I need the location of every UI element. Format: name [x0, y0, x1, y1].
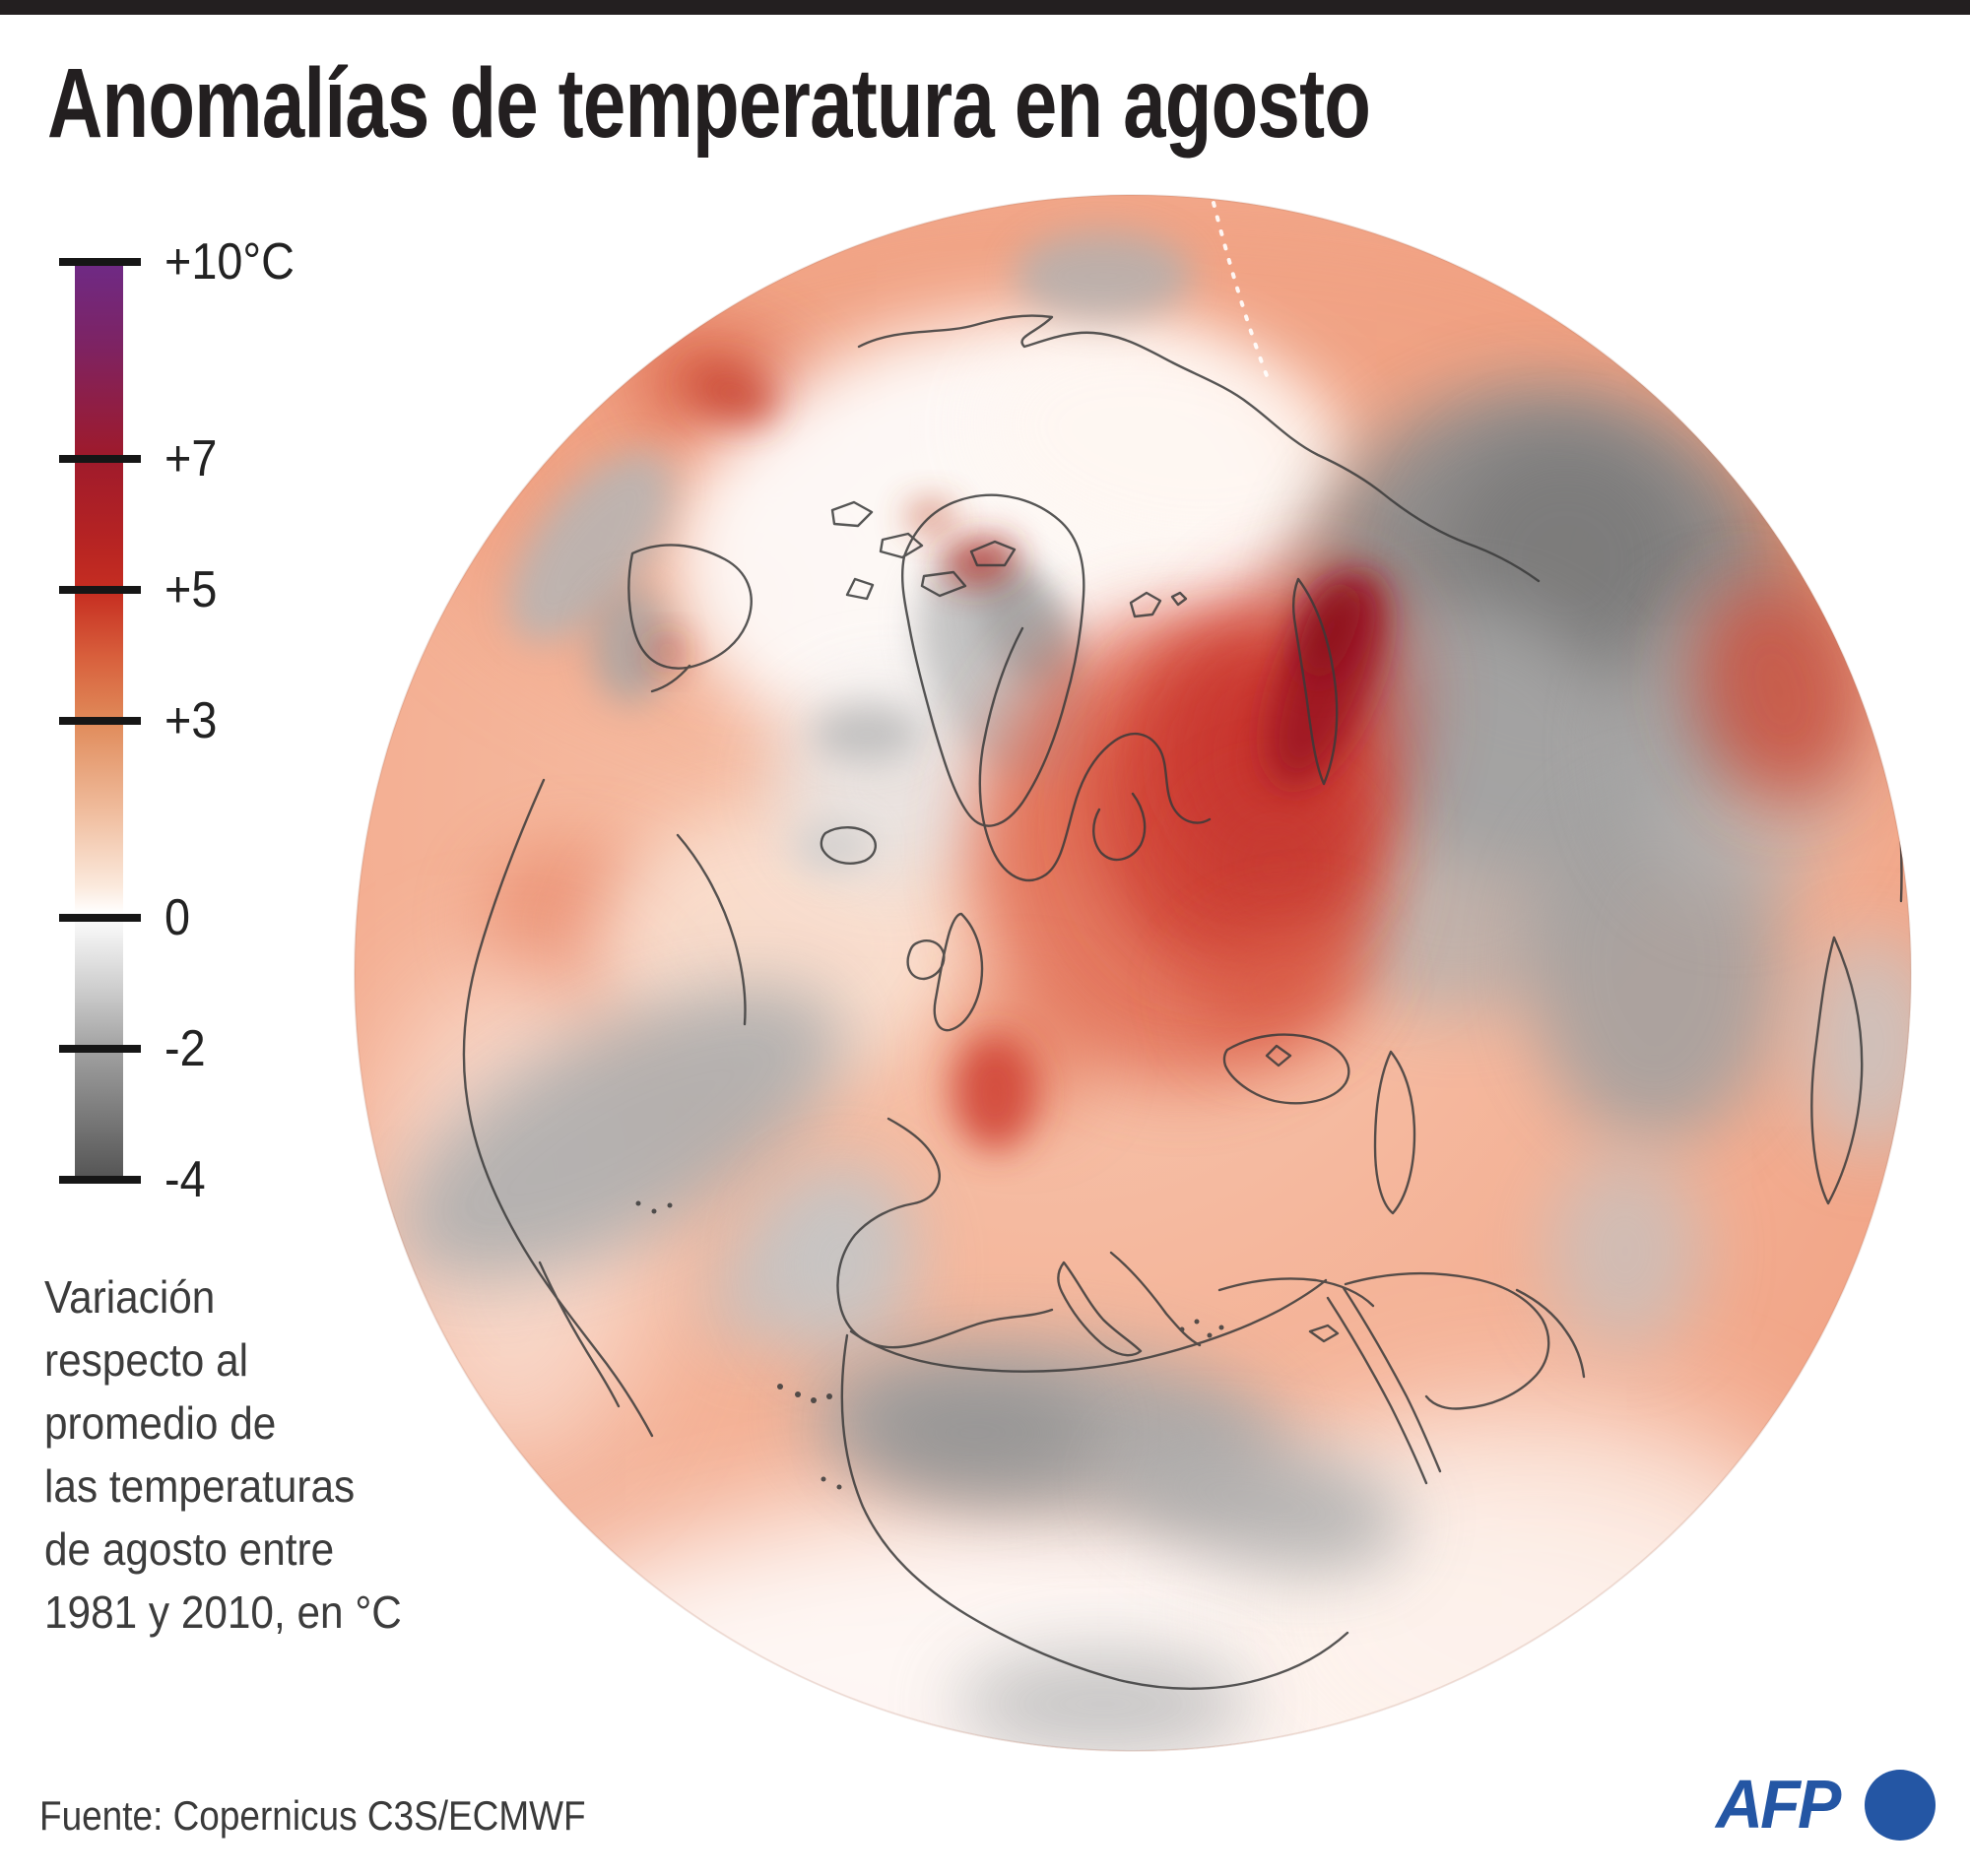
island-dots — [635, 1200, 1224, 1490]
legend-tick-label: +7 — [164, 429, 218, 487]
arabia-coast — [1344, 1272, 1586, 1410]
italy — [1057, 1261, 1143, 1357]
arctic-russia-coast — [857, 314, 1541, 583]
novaya-zemlya — [1292, 577, 1339, 786]
globe-rim — [354, 194, 1912, 1752]
caspian-sea — [1373, 1050, 1416, 1215]
scandinavia-coast — [978, 626, 1212, 881]
legend-tick-line — [59, 717, 141, 725]
legend-tick-label: 0 — [164, 888, 191, 946]
legend-tick-label: +5 — [164, 560, 218, 618]
legend-tick-label: -4 — [164, 1151, 206, 1208]
top-bar — [0, 0, 1970, 15]
legend-tick-label: -2 — [164, 1019, 206, 1077]
page-title: Anomalías de temperatura en agosto — [47, 48, 1371, 159]
iceland — [820, 826, 877, 865]
canadian-arctic-islands — [830, 500, 1017, 601]
legend-tick-label: +3 — [164, 692, 218, 749]
india-coast — [1810, 936, 1864, 1205]
africa-west-coast — [840, 1333, 1349, 1690]
legend-tick-line — [59, 585, 141, 594]
greece-turkey-coast — [1109, 1251, 1375, 1347]
legend-tick-line — [59, 1044, 141, 1053]
svalbard — [1129, 591, 1188, 618]
france-iberia-coast — [836, 1117, 1054, 1349]
hot-anomaly-cores — [654, 365, 1865, 1150]
legend-tick-line — [59, 454, 141, 463]
legend-tick-line — [59, 258, 141, 266]
temperature-scale-legend: +10°C +7 +5 +3 0 -2 -4 — [0, 0, 394, 1876]
legend-tick-line — [59, 913, 141, 922]
labrador-coast — [676, 833, 747, 1026]
north-america-west-coast — [462, 778, 654, 1438]
north-africa-coast — [849, 1278, 1328, 1373]
source-attribution: Fuente: Copernicus C3S/ECMWF — [39, 1792, 586, 1839]
legend-tick-label: +10°C — [164, 233, 295, 291]
greenland-coast — [900, 493, 1085, 827]
black-sea — [1222, 1033, 1350, 1105]
afp-logo-circle — [1865, 1770, 1936, 1841]
british-isles — [906, 912, 984, 1032]
alaska-coast — [627, 544, 753, 693]
afp-logo-text: AFP — [1716, 1766, 1841, 1843]
legend-description: Variación respecto al promedio de las te… — [44, 1271, 402, 1638]
legend-tick-line — [59, 1176, 141, 1184]
red-sea — [1326, 1286, 1442, 1485]
